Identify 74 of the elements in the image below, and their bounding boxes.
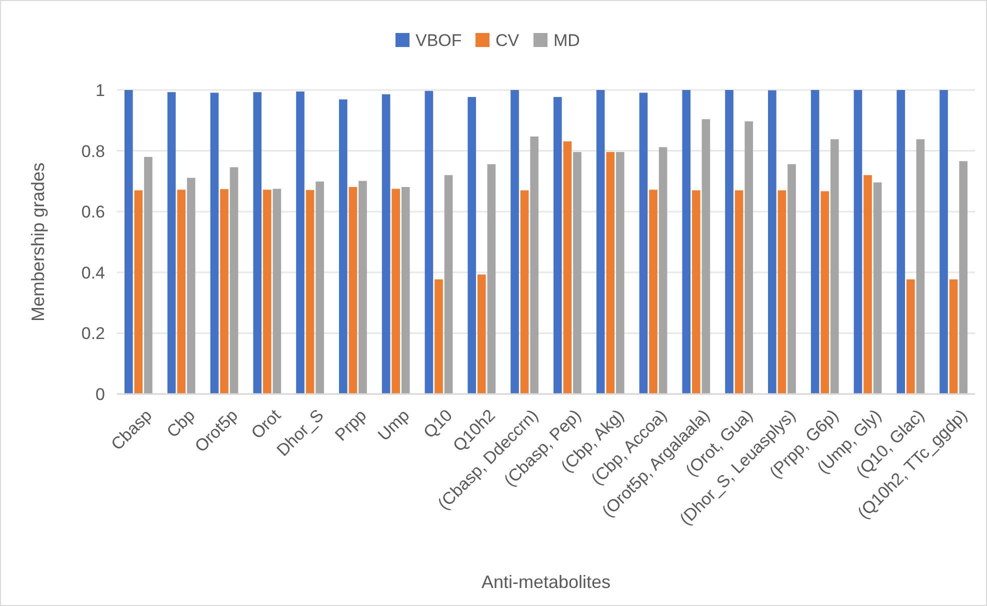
bar bbox=[606, 152, 615, 394]
bar bbox=[477, 274, 486, 394]
bar bbox=[339, 99, 348, 394]
bar bbox=[296, 92, 304, 394]
bar bbox=[530, 136, 538, 394]
bar bbox=[573, 152, 582, 394]
y-tick-label: 0.6 bbox=[81, 202, 105, 222]
bar bbox=[134, 190, 143, 394]
bar bbox=[424, 90, 434, 394]
bar bbox=[316, 182, 324, 394]
bar bbox=[959, 161, 968, 394]
bar bbox=[864, 175, 872, 394]
bar bbox=[734, 190, 744, 394]
bar bbox=[896, 90, 906, 394]
x-tick-label: Cbp bbox=[163, 406, 199, 442]
bar bbox=[702, 119, 710, 394]
bar bbox=[616, 152, 624, 394]
bar bbox=[186, 178, 196, 394]
bar bbox=[210, 92, 219, 394]
bar bbox=[639, 92, 648, 394]
bar bbox=[382, 94, 390, 394]
bar bbox=[873, 182, 882, 394]
bar bbox=[253, 92, 262, 394]
bar bbox=[468, 96, 476, 394]
bar bbox=[348, 186, 358, 394]
bar bbox=[554, 96, 562, 394]
bar bbox=[444, 175, 453, 394]
bar bbox=[306, 190, 314, 394]
bar bbox=[563, 141, 572, 394]
legend-label: MD bbox=[554, 30, 580, 50]
bar bbox=[144, 156, 152, 394]
bar bbox=[596, 90, 605, 394]
legend-label: CV bbox=[496, 30, 520, 50]
bar bbox=[658, 147, 668, 394]
bar bbox=[262, 190, 272, 394]
bar bbox=[725, 90, 734, 394]
bar bbox=[649, 190, 658, 394]
y-tick-label: 1 bbox=[96, 80, 105, 100]
bar bbox=[906, 279, 915, 394]
bar bbox=[358, 180, 367, 394]
bar bbox=[682, 90, 691, 394]
bar bbox=[487, 164, 496, 394]
bar bbox=[124, 90, 133, 394]
bar bbox=[510, 90, 519, 394]
bar bbox=[434, 279, 443, 394]
x-tick-label: Q10 bbox=[420, 406, 456, 442]
bar bbox=[940, 90, 948, 394]
x-axis-title: Anti-metabolites bbox=[481, 572, 611, 592]
bar bbox=[392, 188, 400, 394]
bar bbox=[768, 90, 776, 394]
bar bbox=[788, 164, 796, 394]
bar bbox=[778, 190, 786, 394]
y-tick-label: 0 bbox=[96, 384, 105, 404]
bar bbox=[220, 189, 228, 394]
bar bbox=[820, 191, 830, 394]
bar bbox=[167, 92, 176, 394]
bar bbox=[830, 139, 839, 394]
bar bbox=[520, 190, 529, 394]
bar bbox=[854, 90, 862, 394]
bar bbox=[177, 190, 186, 394]
bar bbox=[272, 188, 282, 394]
bar bbox=[916, 139, 925, 394]
bar bbox=[949, 279, 958, 394]
bar bbox=[744, 121, 753, 394]
bar bbox=[810, 90, 820, 394]
y-tick-label: 0.4 bbox=[81, 263, 105, 282]
y-tick-label: 0.8 bbox=[81, 142, 105, 161]
bar bbox=[401, 186, 410, 394]
x-tick-label: Ump bbox=[374, 406, 414, 445]
legend-label: VBOF bbox=[416, 30, 462, 50]
y-tick-label: 0.2 bbox=[81, 324, 105, 344]
bar bbox=[692, 190, 700, 394]
bar bbox=[230, 167, 238, 394]
y-axis-title: Membership grades bbox=[28, 162, 48, 322]
